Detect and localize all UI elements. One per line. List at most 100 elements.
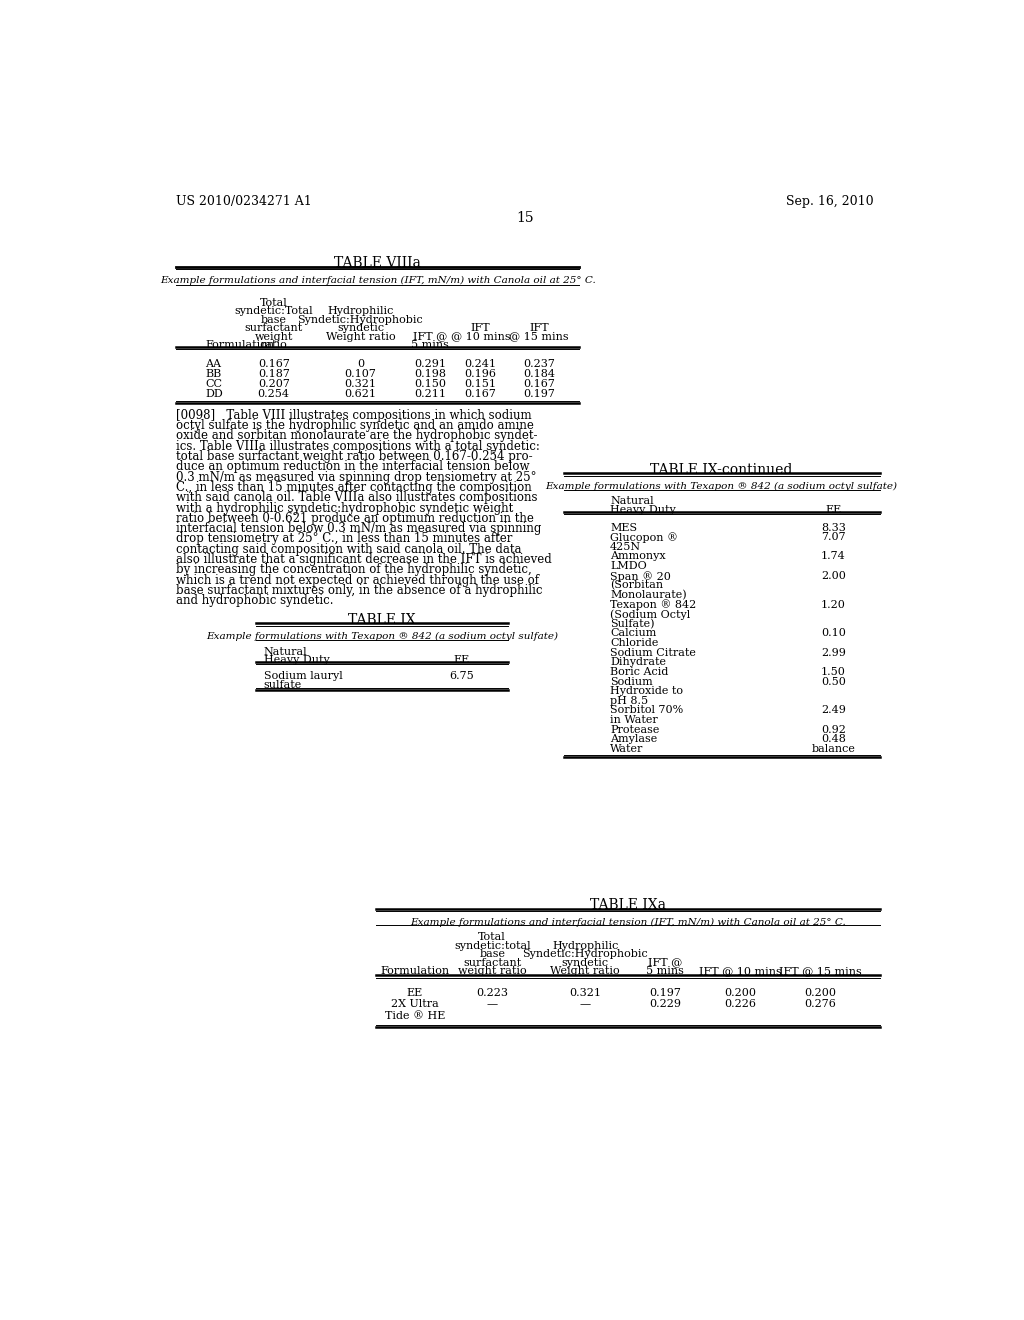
Text: 0.200: 0.200: [724, 987, 757, 998]
Text: and hydrophobic syndetic.: and hydrophobic syndetic.: [176, 594, 334, 607]
Text: Span ® 20: Span ® 20: [610, 570, 671, 582]
Text: 2.99: 2.99: [821, 648, 846, 657]
Text: TABLE IXa: TABLE IXa: [590, 898, 666, 912]
Text: 0.207: 0.207: [258, 379, 290, 388]
Text: 6.75: 6.75: [449, 671, 474, 681]
Text: Amylase: Amylase: [610, 734, 657, 744]
Text: Calcium: Calcium: [610, 628, 656, 639]
Text: Formulation: Formulation: [380, 966, 450, 975]
Text: Protease: Protease: [610, 725, 659, 735]
Text: Dihydrate: Dihydrate: [610, 657, 666, 668]
Text: Water: Water: [610, 744, 643, 754]
Text: Hydroxide to: Hydroxide to: [610, 686, 683, 696]
Text: Sep. 16, 2010: Sep. 16, 2010: [786, 194, 873, 207]
Text: 0.621: 0.621: [344, 388, 377, 399]
Text: Ammonyx: Ammonyx: [610, 552, 666, 561]
Text: which is a trend not expected or achieved through the use of: which is a trend not expected or achieve…: [176, 574, 539, 586]
Text: 0.107: 0.107: [344, 368, 377, 379]
Text: TABLE VIIIa: TABLE VIIIa: [334, 256, 421, 271]
Text: 0.196: 0.196: [465, 368, 497, 379]
Text: Natural: Natural: [610, 496, 653, 507]
Text: 0.10: 0.10: [821, 628, 846, 639]
Text: Hydrophilic: Hydrophilic: [328, 306, 393, 317]
Text: EE: EE: [825, 506, 842, 515]
Text: 0.151: 0.151: [465, 379, 497, 388]
Text: 0.48: 0.48: [821, 734, 846, 744]
Text: ics. Table VIIIa illustrates compositions with a total syndetic:: ics. Table VIIIa illustrates composition…: [176, 440, 540, 453]
Text: 0.92: 0.92: [821, 725, 846, 735]
Text: with a hydrophilic syndetic:hydrophobic syndetic weight: with a hydrophilic syndetic:hydrophobic …: [176, 502, 513, 515]
Text: syndetic: syndetic: [562, 958, 609, 968]
Text: 0.321: 0.321: [569, 987, 601, 998]
Text: MES: MES: [610, 523, 637, 532]
Text: 0.167: 0.167: [258, 359, 290, 368]
Text: Monolaurate): Monolaurate): [610, 590, 687, 601]
Text: Example formulations with Texapon ® 842 (a sodium octyl sulfate): Example formulations with Texapon ® 842 …: [206, 632, 558, 642]
Text: Natural: Natural: [263, 647, 307, 656]
Text: 5 mins: 5 mins: [412, 341, 450, 350]
Text: —: —: [580, 999, 591, 1010]
Text: with said canola oil. Table VIIIa also illustrates compositions: with said canola oil. Table VIIIa also i…: [176, 491, 538, 504]
Text: —: —: [486, 999, 498, 1010]
Text: interfacial tension below 0.3 mN/m as measured via spinning: interfacial tension below 0.3 mN/m as me…: [176, 523, 542, 535]
Text: @ 15 mins: @ 15 mins: [509, 331, 568, 342]
Text: US 2010/0234271 A1: US 2010/0234271 A1: [176, 194, 311, 207]
Text: 0.237: 0.237: [523, 359, 555, 368]
Text: 0.198: 0.198: [415, 368, 446, 379]
Text: Heavy Duty: Heavy Duty: [263, 655, 330, 665]
Text: 8.33: 8.33: [821, 523, 846, 532]
Text: 0.167: 0.167: [523, 379, 555, 388]
Text: C., in less than 15 minutes after contacting the composition: C., in less than 15 minutes after contac…: [176, 480, 531, 494]
Text: CC: CC: [206, 379, 222, 388]
Text: drop tensiometry at 25° C., in less than 15 minutes after: drop tensiometry at 25° C., in less than…: [176, 532, 512, 545]
Text: weight ratio: weight ratio: [458, 966, 526, 975]
Text: (Sorbitan: (Sorbitan: [610, 581, 664, 590]
Text: octyl sulfate is the hydrophilic syndetic and an amido amine: octyl sulfate is the hydrophilic syndeti…: [176, 418, 534, 432]
Text: 1.74: 1.74: [821, 552, 846, 561]
Text: IFT @: IFT @: [648, 958, 682, 968]
Text: Example formulations and interfacial tension (IFT, mN/m) with Canola oil at 25° : Example formulations and interfacial ten…: [160, 276, 595, 285]
Text: surfactant: surfactant: [463, 958, 521, 968]
Text: total base surfactant weight ratio between 0.167-0.254 pro-: total base surfactant weight ratio betwe…: [176, 450, 532, 463]
Text: Sodium: Sodium: [610, 677, 653, 686]
Text: TABLE IX: TABLE IX: [348, 612, 416, 627]
Text: @ 10 mins: @ 10 mins: [451, 331, 510, 342]
Text: duce an optimum reduction in the interfacial tension below: duce an optimum reduction in the interfa…: [176, 461, 529, 474]
Text: base: base: [261, 314, 287, 325]
Text: Weight ratio: Weight ratio: [326, 331, 395, 342]
Text: 0.200: 0.200: [804, 987, 836, 998]
Text: 0.50: 0.50: [821, 677, 846, 686]
Text: 0.321: 0.321: [344, 379, 377, 388]
Text: weight: weight: [255, 331, 293, 342]
Text: BB: BB: [206, 368, 222, 379]
Text: 0.223: 0.223: [476, 987, 508, 998]
Text: 0.229: 0.229: [649, 999, 681, 1010]
Text: balance: balance: [811, 744, 855, 754]
Text: [0098]   Table VIII illustrates compositions in which sodium: [0098] Table VIII illustrates compositio…: [176, 409, 531, 421]
Text: 0.276: 0.276: [804, 999, 836, 1010]
Text: 0.211: 0.211: [415, 388, 446, 399]
Text: 0.150: 0.150: [415, 379, 446, 388]
Text: syndetic:Total: syndetic:Total: [234, 306, 313, 317]
Text: Formulation: Formulation: [206, 341, 274, 350]
Text: syndetic:total: syndetic:total: [454, 941, 530, 950]
Text: 1.50: 1.50: [821, 667, 846, 677]
Text: ratio between 0-0.621 produce an optimum reduction in the: ratio between 0-0.621 produce an optimum…: [176, 512, 534, 525]
Text: TABLE IX-continued: TABLE IX-continued: [650, 462, 793, 477]
Text: Boric Acid: Boric Acid: [610, 667, 669, 677]
Text: by increasing the concentration of the hydrophilic syndetic,: by increasing the concentration of the h…: [176, 564, 531, 577]
Text: Tide ® HE: Tide ® HE: [385, 1011, 445, 1020]
Text: ratio: ratio: [260, 341, 287, 350]
Text: Total: Total: [478, 932, 506, 942]
Text: (Sodium Octyl: (Sodium Octyl: [610, 610, 690, 620]
Text: Syndetic:Hydrophobic: Syndetic:Hydrophobic: [298, 314, 423, 325]
Text: 0.197: 0.197: [523, 388, 555, 399]
Text: 0.241: 0.241: [465, 359, 497, 368]
Text: in Water: in Water: [610, 715, 657, 725]
Text: Sulfate): Sulfate): [610, 619, 654, 630]
Text: pH 8.5: pH 8.5: [610, 696, 648, 706]
Text: EE: EE: [454, 655, 469, 665]
Text: 15: 15: [516, 211, 534, 224]
Text: 0: 0: [357, 359, 365, 368]
Text: contacting said composition with said canola oil. The data: contacting said composition with said ca…: [176, 543, 521, 556]
